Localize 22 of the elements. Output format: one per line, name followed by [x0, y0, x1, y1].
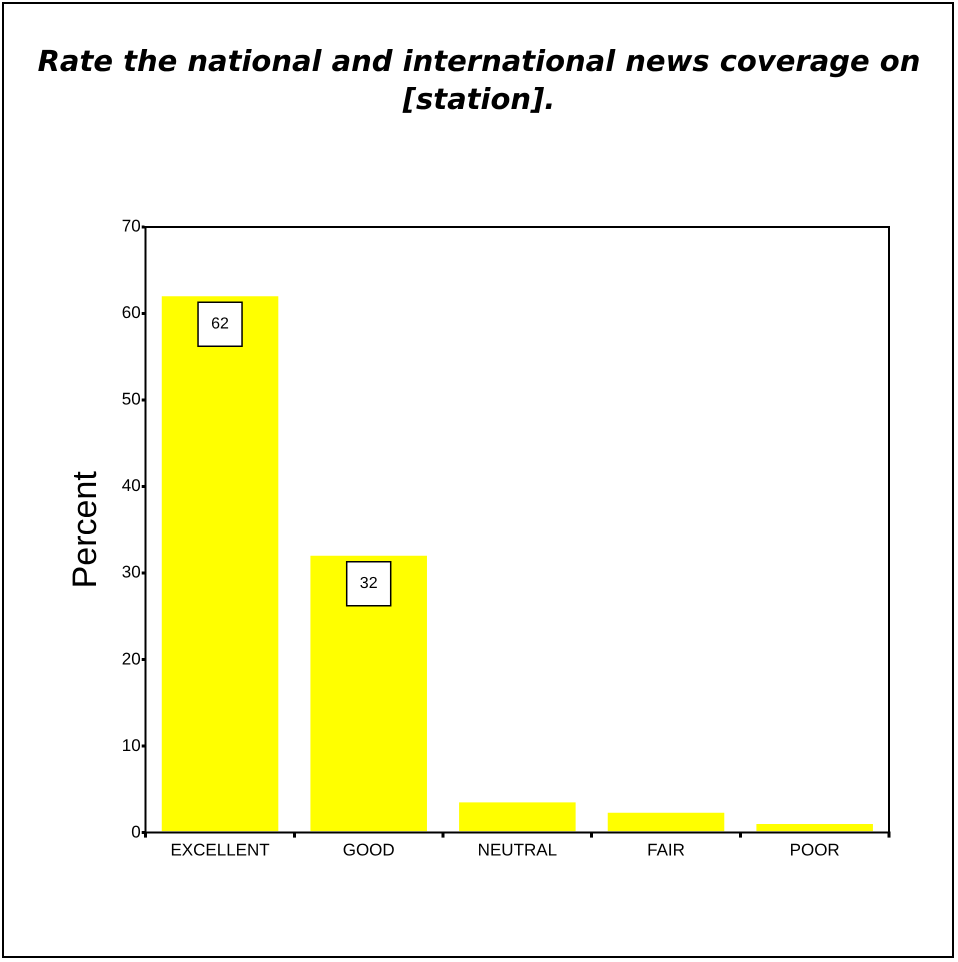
y-tick-label: 10 — [122, 736, 141, 755]
y-tick-label: 20 — [122, 649, 141, 668]
data-label: 32 — [360, 575, 378, 592]
bar — [756, 824, 873, 832]
y-tick-label: 50 — [122, 390, 141, 409]
y-tick-label: 70 — [122, 216, 141, 236]
y-tick-label: 30 — [122, 562, 141, 582]
bar — [310, 556, 427, 832]
x-tick-label: EXCELLENT — [170, 840, 270, 860]
x-tick-label: GOOD — [342, 840, 395, 860]
x-tick-label: NEUTRAL — [478, 840, 558, 860]
data-label: 62 — [211, 316, 230, 333]
y-tick-label: 40 — [122, 476, 141, 496]
bar — [608, 812, 724, 832]
bar — [459, 802, 576, 832]
y-tick-label: 60 — [122, 303, 141, 322]
x-tick-label: POOR — [790, 840, 840, 860]
x-tick-label: FAIR — [647, 840, 685, 860]
y-axis-title: Percent — [66, 470, 104, 588]
y-tick-label: 0 — [131, 822, 141, 842]
chart-title: Rate the national and international news coverage on [station]. — [36, 43, 922, 118]
bar — [162, 296, 278, 832]
